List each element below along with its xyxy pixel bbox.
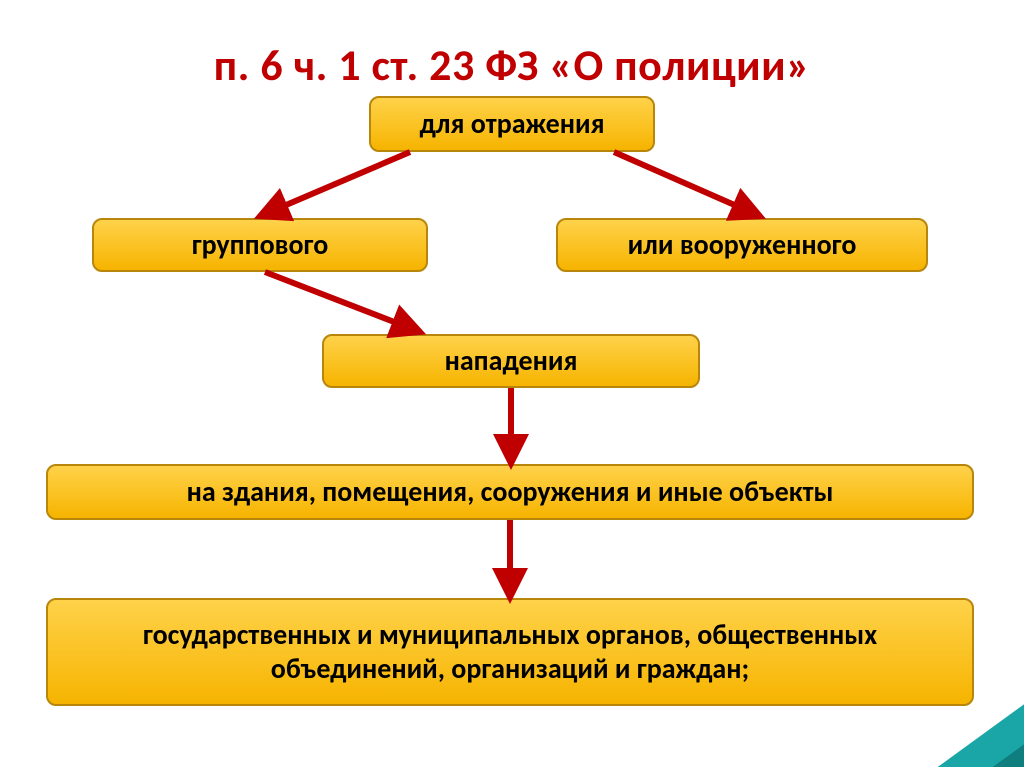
node-label: нападения	[445, 344, 578, 378]
node-group: группового	[92, 218, 428, 272]
edge-n1-n3	[614, 152, 755, 214]
node-attack: нападения	[322, 334, 700, 388]
node-label: на здания, помещения, сооружения и иные …	[187, 475, 834, 509]
node-label: группового	[192, 228, 329, 262]
corner-accent-inner	[979, 737, 1024, 767]
node-state-orgs: государственных и муниципальных органов,…	[46, 598, 974, 706]
title-text: п. 6 ч. 1 ст. 23 ФЗ «О полиции»	[214, 38, 811, 92]
edge-n2-n4	[265, 272, 415, 330]
node-label: или вооруженного	[628, 228, 857, 262]
edge-n1-n2	[265, 152, 410, 214]
page-title: п. 6 ч. 1 ст. 23 ФЗ «О полиции»	[0, 38, 1024, 92]
node-armed: или вооруженного	[556, 218, 928, 272]
node-label: для отражения	[419, 107, 604, 141]
node-buildings: на здания, помещения, сооружения и иные …	[46, 464, 974, 520]
node-reflection: для отражения	[369, 96, 655, 152]
node-label: государственных и муниципальных органов,…	[62, 618, 958, 685]
